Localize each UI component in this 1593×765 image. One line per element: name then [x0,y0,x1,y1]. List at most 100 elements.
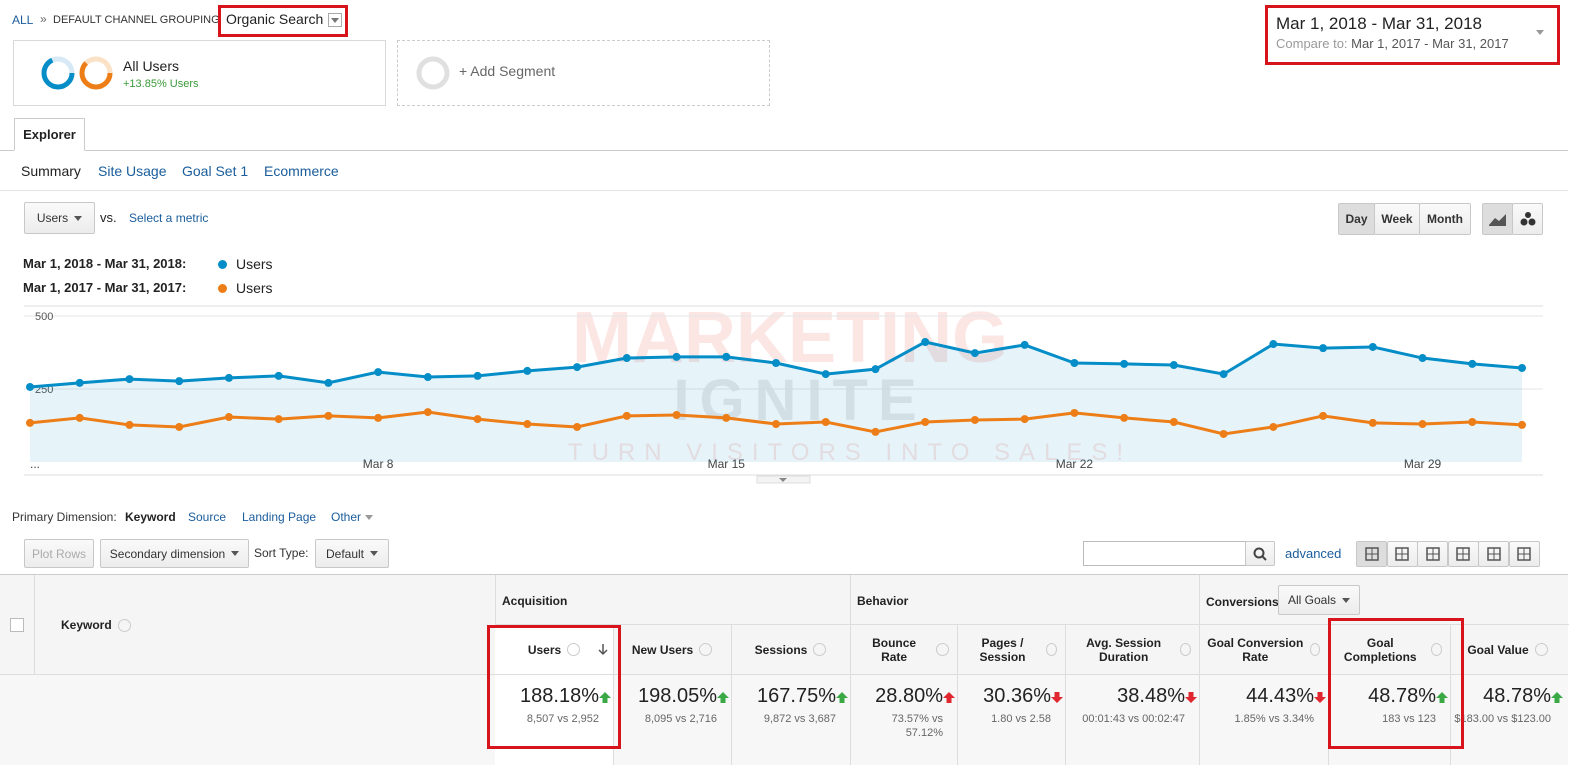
column-header[interactable]: Goal Conversion Rate [1199,625,1328,674]
plot-rows-button[interactable]: Plot Rows [24,539,94,568]
granularity-button[interactable]: Day [1338,203,1375,235]
segment-detail: +13.85% Users [123,78,199,90]
group-header: Acquisition [502,594,568,608]
column-divider [613,624,614,765]
total-change: 38.48% [1117,685,1185,707]
data-point [1169,417,1178,426]
x-tick-label: Mar 22 [1056,457,1094,471]
total-change: 167.75% [757,685,836,707]
column-header[interactable]: Users [495,625,613,674]
data-point [1418,354,1427,363]
dimension-header[interactable]: Keyword [61,618,131,633]
data-point [970,415,979,424]
data-point [75,378,84,387]
total-cell [495,675,613,765]
view-button[interactable] [1356,541,1387,567]
data-point [1518,363,1526,372]
dimension-active[interactable]: Keyword [125,510,176,524]
channel-dropdown[interactable]: Organic Search [226,11,343,28]
breadcrumb-root[interactable]: ALL [12,13,34,27]
advanced-link[interactable]: advanced [1285,546,1342,561]
highlight-box [1328,618,1464,749]
trend-arrow [717,692,729,703]
view-button[interactable] [1478,541,1509,567]
motion-chart-button[interactable] [1512,203,1543,235]
secondary-dimension-dropdown[interactable]: Secondary dimension [100,539,249,568]
data-point [224,373,233,382]
segment-card[interactable]: All Users +13.85% Users [13,40,386,106]
legend-entry[interactable]: Users [218,280,273,296]
data-point [921,337,930,346]
x-tick-label: ... [30,457,40,471]
line-chart-button[interactable] [1482,203,1513,235]
data-point [1368,342,1377,351]
y-tick-label: 500 [35,311,53,323]
select-column [0,575,35,675]
data-point [573,363,582,372]
data-point [1468,417,1477,426]
column-header[interactable]: Bounce Rate [850,625,957,674]
total-detail: $183.00 vs $123.00 [1454,713,1551,725]
trend-arrow [599,692,611,703]
breadcrumb-separator: » [40,12,47,26]
select-all-checkbox[interactable] [10,618,24,632]
help-icon [1534,643,1548,656]
view-button[interactable] [1417,541,1448,567]
data-point [175,422,184,431]
help-icon [1309,643,1320,656]
subtab[interactable]: Ecommerce [264,163,339,179]
dimension-option[interactable]: Landing Page [242,510,317,524]
legend-entry[interactable]: Users [218,256,273,272]
data-point [374,413,383,422]
dimension-option[interactable]: Other [331,510,374,524]
explorer-tab[interactable]: Explorer [14,118,85,151]
search-button[interactable] [1245,541,1275,566]
column-divider [850,624,851,765]
granularity-button[interactable]: Month [1419,203,1471,235]
help-icon [1180,643,1191,656]
search-input[interactable] [1083,541,1246,566]
view-icon [1517,547,1531,561]
column-header[interactable]: Pages / Session [957,625,1065,674]
vs-label: vs. [100,210,117,225]
data-point [1269,340,1278,349]
metric-dropdown[interactable]: Users [24,202,95,234]
column-header[interactable]: Goal Completions [1328,625,1450,674]
column-header[interactable]: Sessions [731,625,850,674]
column-header[interactable]: New Users [613,625,731,674]
subtab[interactable]: Goal Set 1 [182,163,249,179]
goal-filter-dropdown[interactable]: All Goals [1278,585,1360,615]
total-detail: 1.85% vs 3.34% [1234,713,1315,725]
date-dropdown-icon [1536,30,1544,35]
help-icon [936,643,949,656]
sort-arrow [598,644,608,656]
dimension-option[interactable]: Source [188,510,227,524]
total-detail: 8,095 vs 2,716 [644,713,717,725]
total-change: 48.78% [1483,685,1551,707]
sort-dropdown[interactable]: Default [315,539,389,568]
view-button[interactable] [1447,541,1479,567]
column-header[interactable]: Avg. Session Duration [1065,625,1199,674]
trend-arrow [1185,692,1197,703]
view-button[interactable] [1508,541,1540,567]
select-metric[interactable]: Select a metric [129,211,209,225]
column-header-label: Avg. Session Duration [1086,635,1162,664]
data-point [423,373,432,382]
goal-filter-label: All Goals [1287,593,1337,607]
subtab[interactable]: Summary [21,163,81,179]
view-button[interactable] [1386,541,1418,567]
data-point [523,366,532,375]
subtab[interactable]: Site Usage [98,163,167,179]
column-header[interactable]: Goal Value [1450,625,1565,674]
add-segment[interactable]: + Add Segment [397,40,770,106]
line-chart: MARKETING IGNITE TURN VISITORS INTO SALE… [24,300,1543,484]
column-divider [731,624,732,765]
date-range[interactable]: Mar 1, 2018 - Mar 31, 2018 [1276,14,1483,33]
metric-name: Users [36,211,69,225]
data-table: Keyword Acquisition Behavior Conversions… [0,574,1569,765]
data-point [672,410,681,419]
total-detail: 00:01:43 vs 00:02:47 [1082,713,1185,725]
x-tick-label: Mar 29 [1404,457,1442,471]
granularity-button[interactable]: Week [1374,203,1420,235]
